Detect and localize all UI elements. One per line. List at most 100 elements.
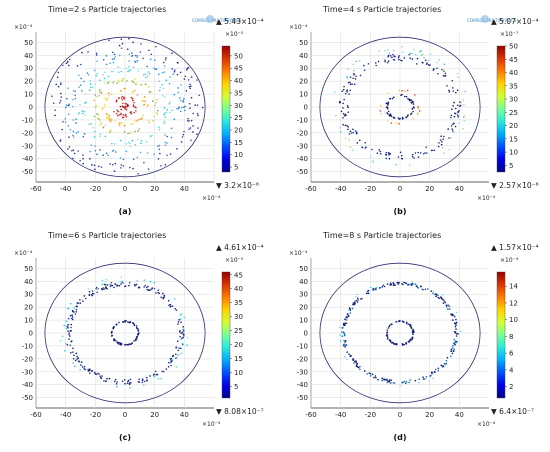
particle-dot-c: [142, 384, 145, 386]
particle-dot-a: [126, 105, 128, 108]
particle-dot-c: [145, 286, 148, 289]
particle-dot-d: [363, 370, 366, 372]
particle-dot-c: [101, 375, 103, 377]
particle-dot-a: [90, 123, 92, 125]
particle-dot-d: [344, 318, 346, 321]
particle-dot-d: [455, 311, 458, 314]
particle-dot-c: [80, 364, 82, 366]
particle-dot-b: [379, 105, 382, 107]
particle-dot-c: [154, 374, 157, 377]
particle-dot-c: [74, 365, 76, 368]
particle-dot-c: [161, 370, 164, 373]
particle-dot-d: [355, 364, 358, 366]
particle-dot-c: [70, 326, 72, 329]
particle-dot-c: [157, 378, 159, 380]
particle-dot-a: [148, 121, 151, 124]
particle-dot-d: [431, 373, 433, 376]
particle-dot-b: [398, 122, 400, 125]
particle-dot-a: [178, 106, 180, 109]
particle-dot-c: [80, 361, 83, 363]
particle-dot-c: [77, 357, 80, 359]
particle-dot-a: [109, 118, 112, 120]
particle-dot-b: [457, 115, 459, 118]
particle-dot-c: [162, 292, 164, 295]
particle-dot-b: [347, 106, 349, 109]
particle-dot-b: [450, 114, 453, 117]
particle-dot-c: [174, 353, 177, 356]
particle-dot-c: [118, 321, 120, 324]
particle-dot-a: [132, 81, 134, 83]
particle-dot-d: [381, 377, 383, 380]
particle-dot-c: [70, 314, 72, 317]
colorbar-min-label-d: ▼ 6.4×10⁻⁷: [491, 407, 534, 416]
particle-dot-b: [364, 141, 367, 144]
particle-dot-c: [172, 355, 174, 357]
particle-dot-d: [386, 378, 388, 381]
y-tick-label-a: -50: [22, 168, 33, 176]
particle-dot-b: [391, 56, 393, 59]
particle-dot-d: [349, 307, 351, 310]
particle-dot-a: [93, 164, 96, 167]
particle-dot-d: [346, 358, 348, 361]
particle-dot-a: [130, 55, 133, 58]
particle-dot-b: [352, 69, 355, 72]
particle-dot-a: [196, 79, 198, 81]
particle-dot-b: [358, 139, 361, 142]
x-tick-label-a: 0: [123, 185, 127, 193]
particle-dot-d: [395, 321, 398, 323]
particle-dot-c: [126, 382, 129, 384]
particle-dot-c: [160, 296, 163, 299]
particle-dot-a: [147, 119, 150, 122]
particle-dot-c: [135, 339, 137, 342]
particle-dot-c: [153, 281, 156, 284]
particle-dot-a: [67, 125, 70, 127]
particle-dot-a: [105, 63, 108, 66]
particle-dot-b: [462, 127, 464, 130]
particle-dot-d: [442, 365, 445, 368]
particle-dot-a: [153, 153, 155, 155]
colorbar-tick-label-b: 20: [509, 122, 518, 130]
particle-dot-d: [442, 298, 445, 301]
particle-dot-b: [385, 106, 388, 108]
particle-dot-a: [96, 95, 99, 98]
particle-dot-c: [66, 307, 69, 310]
particle-dot-b: [379, 152, 382, 155]
particle-dot-c: [75, 352, 78, 355]
particle-dot-a: [99, 133, 102, 136]
colorbar-tick-label-c: 25: [234, 327, 243, 335]
particle-dot-c: [135, 325, 138, 327]
particle-dot-b: [415, 63, 418, 65]
particle-dot-b: [441, 141, 443, 143]
particle-dot-b: [437, 72, 439, 75]
particle-dot-a: [117, 79, 120, 82]
particle-dot-a: [60, 82, 62, 84]
particle-dot-a: [158, 144, 161, 147]
particle-dot-a: [91, 86, 94, 89]
colorbar-c: [221, 271, 231, 399]
particle-dot-a: [166, 154, 168, 157]
particle-dot-a: [197, 127, 199, 129]
particle-dot-a: [74, 94, 76, 97]
particle-dot-a: [121, 42, 124, 45]
particle-dot-d: [432, 377, 434, 380]
particle-dot-d: [457, 333, 459, 335]
particle-dot-a: [158, 89, 161, 92]
particle-dot-d: [407, 340, 410, 343]
particle-dot-b: [402, 51, 404, 53]
particle-dot-d: [391, 323, 393, 325]
particle-dot-c: [120, 343, 123, 345]
particle-dot-b: [410, 113, 412, 116]
particle-dot-a: [96, 153, 98, 156]
panel-caption-a: (a): [119, 207, 132, 216]
particle-dot-a: [172, 73, 175, 75]
particle-dot-a: [119, 121, 121, 124]
particle-dot-a: [51, 95, 53, 97]
particle-dot-a: [99, 149, 101, 151]
particle-dot-a: [66, 97, 68, 100]
particle-dot-b: [388, 153, 390, 156]
particle-dot-a: [192, 131, 194, 133]
particle-dot-b: [427, 63, 430, 66]
particle-dot-c: [68, 338, 70, 340]
colorbar-tick-label-a: 5: [234, 164, 238, 172]
particle-dot-a: [186, 119, 189, 122]
